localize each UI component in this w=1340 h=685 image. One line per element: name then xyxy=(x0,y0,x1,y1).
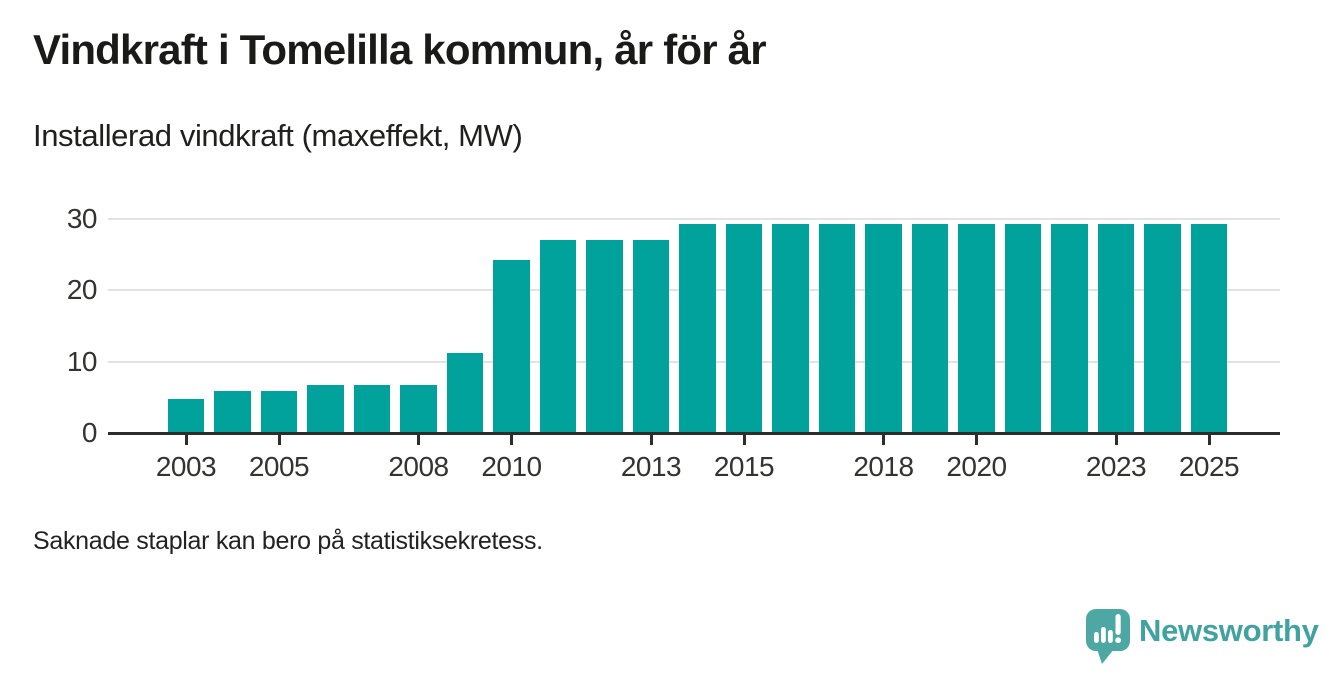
x-tick-2023 xyxy=(1114,434,1118,445)
bar-2017 xyxy=(818,223,856,433)
x-tick-label: 2013 xyxy=(620,451,682,482)
x-tick-label: 2018 xyxy=(853,451,914,482)
bar-chart-plot-area: 0 10 20 30 2003 2005 2008 2010 2013 2015 2018 2020 2… xyxy=(66,203,1280,482)
x-tick-label: 2008 xyxy=(388,451,449,482)
bar-2016 xyxy=(772,223,809,433)
x-tick-label: 2003 xyxy=(155,451,217,482)
x-tick-label: 2010 xyxy=(481,451,542,482)
bar-2021 xyxy=(1004,223,1042,433)
bar-2015 xyxy=(725,223,763,433)
gridline-30 xyxy=(108,218,1280,220)
chart-title: Vindkraft i Tomelilla kommun, år för år xyxy=(33,26,767,73)
newsworthy-logo-icon xyxy=(1086,609,1130,664)
x-axis-line xyxy=(108,431,1280,435)
bar-2004 xyxy=(214,390,251,433)
bar-2014 xyxy=(679,223,716,433)
bar-2013 xyxy=(632,240,670,433)
x-tick-2018 xyxy=(882,434,885,445)
x-tick-2008 xyxy=(417,434,420,445)
footnote: Saknade staplar kan bero på statistiksek… xyxy=(33,527,543,555)
bar-2006 xyxy=(307,385,344,433)
bar-2005 xyxy=(260,390,298,433)
bar-2018 xyxy=(865,223,902,433)
y-tick-label: 0 xyxy=(81,417,98,448)
x-tick-label: 2025 xyxy=(1178,451,1240,482)
bar-2003 xyxy=(167,399,205,433)
bar-2008 xyxy=(400,385,437,433)
newsworthy-wordmark: Newsworthy xyxy=(1139,613,1319,648)
y-tick-label: 10 xyxy=(66,345,98,377)
x-tick-2005 xyxy=(277,434,281,445)
x-tick-2013 xyxy=(649,434,653,445)
bar-2009 xyxy=(446,353,484,433)
bar-2020 xyxy=(958,223,995,433)
bar-2024 xyxy=(1144,223,1181,433)
bar-2011 xyxy=(539,240,577,433)
bar-2012 xyxy=(586,240,623,433)
bar-2022 xyxy=(1051,223,1088,433)
bar-2010 xyxy=(493,260,530,433)
newsworthy-brand: Newsworthy xyxy=(1084,605,1319,669)
x-tick-2025 xyxy=(1207,434,1211,445)
x-tick-label: 2023 xyxy=(1085,451,1147,482)
bar-2025 xyxy=(1190,223,1228,433)
x-tick-2003 xyxy=(184,434,188,445)
chart-subtitle: Installerad vindkraft (maxeffekt, MW) xyxy=(33,118,523,153)
x-tick-2015 xyxy=(742,434,746,445)
bar-2007 xyxy=(353,385,391,433)
x-tick-label: 2015 xyxy=(713,451,775,482)
x-tick-2010 xyxy=(510,434,513,445)
x-tick-label: 2005 xyxy=(248,451,310,482)
y-tick-label: 30 xyxy=(66,203,98,234)
bar-2019 xyxy=(911,223,949,433)
y-tick-label: 20 xyxy=(66,274,98,306)
x-tick-label: 2020 xyxy=(946,451,1007,482)
bar-2023 xyxy=(1097,223,1135,433)
x-tick-2020 xyxy=(975,434,978,445)
